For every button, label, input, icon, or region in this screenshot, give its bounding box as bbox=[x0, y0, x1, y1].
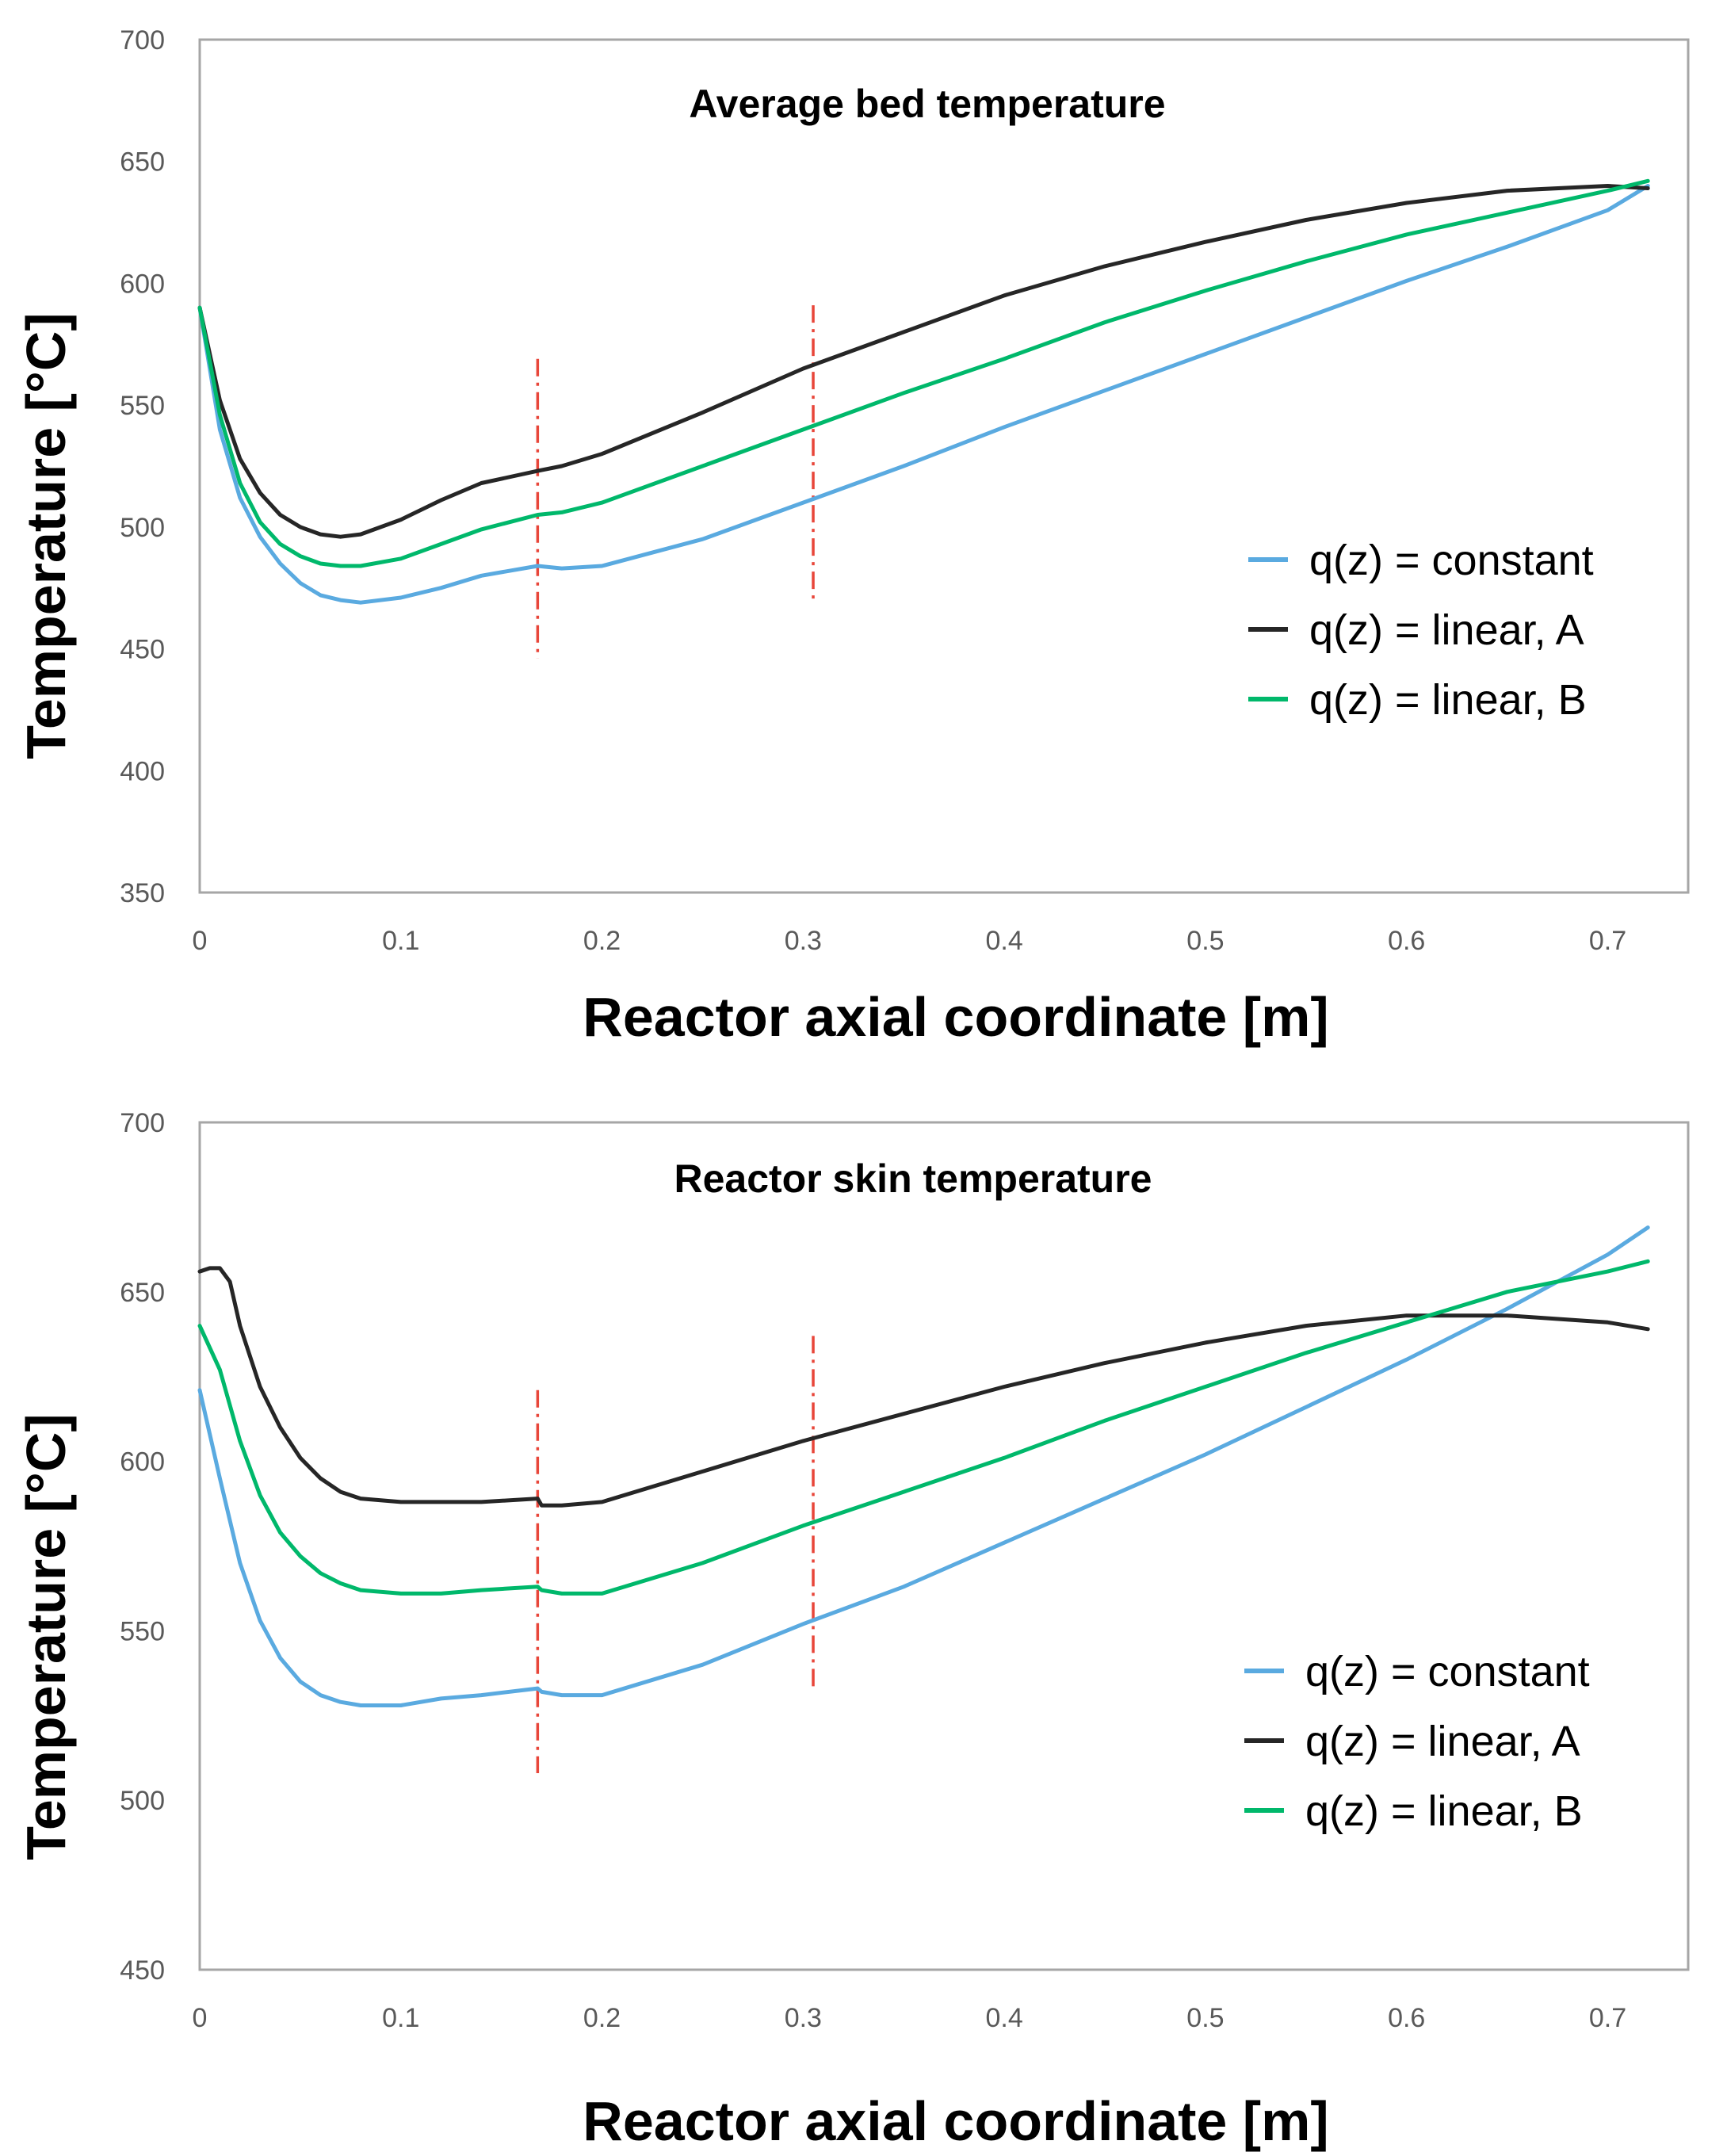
series-line-linear-b bbox=[197, 178, 1650, 568]
y-tick-label: 650 bbox=[120, 147, 165, 178]
x-tick-label: 0.6 bbox=[1388, 926, 1425, 956]
x-tick-label: 0.7 bbox=[1589, 2003, 1626, 2033]
plot-area bbox=[198, 1121, 1690, 1971]
x-tick-label: 0 bbox=[193, 2003, 208, 2033]
y-tick-label: 500 bbox=[120, 513, 165, 543]
legend-label: q(z) = linear, A bbox=[1309, 606, 1584, 654]
y-tick-label: 700 bbox=[120, 1108, 165, 1138]
x-tick-label: 0.4 bbox=[986, 2003, 1023, 2033]
x-axis-label: Reactor axial coordinate [m] bbox=[583, 986, 1328, 1048]
legend-label: q(z) = linear, B bbox=[1305, 1787, 1583, 1835]
plot-area bbox=[198, 38, 1690, 894]
y-tick-label: 400 bbox=[120, 756, 165, 786]
x-tick-label: 0.5 bbox=[1186, 926, 1224, 956]
x-tick-label: 0.6 bbox=[1388, 2003, 1425, 2033]
y-tick-label: 550 bbox=[120, 391, 165, 421]
x-tick-label: 0.3 bbox=[785, 926, 822, 956]
x-tick-label: 0.7 bbox=[1589, 926, 1626, 956]
y-tick-label: 500 bbox=[120, 1786, 165, 1816]
series-line-linear-a bbox=[197, 184, 1650, 539]
y-tick-label: 600 bbox=[120, 269, 165, 299]
y-tick-label: 350 bbox=[120, 878, 165, 908]
y-tick-label: 600 bbox=[120, 1447, 165, 1477]
series-line-linear-b bbox=[197, 1259, 1650, 1596]
chart-title: Average bed temperature bbox=[689, 82, 1165, 126]
y-axis-label: Temperature [°C] bbox=[15, 1413, 77, 1860]
y-tick-label: 550 bbox=[120, 1616, 165, 1646]
y-tick-label: 450 bbox=[120, 1955, 165, 1986]
x-tick-label: 0 bbox=[193, 926, 208, 956]
series-line-linear-a bbox=[197, 1266, 1650, 1508]
y-tick-label: 450 bbox=[120, 635, 165, 665]
series-line-constant bbox=[197, 1225, 1650, 1707]
x-tick-label: 0.4 bbox=[986, 926, 1023, 956]
chart-title: Reactor skin temperature bbox=[674, 1156, 1152, 1201]
series-line-constant bbox=[197, 184, 1650, 605]
y-tick-label: 650 bbox=[120, 1278, 165, 1308]
legend-label: q(z) = linear, B bbox=[1309, 676, 1587, 724]
legend-label: q(z) = constant bbox=[1309, 537, 1594, 584]
x-tick-label: 0.5 bbox=[1186, 2003, 1224, 2033]
x-tick-label: 0.1 bbox=[382, 2003, 419, 2033]
chart-average-bed-temperature: Average bed temperature Reactor axial co… bbox=[15, 25, 1690, 1048]
x-tick-label: 0.2 bbox=[583, 2003, 621, 2033]
x-tick-label: 0.2 bbox=[583, 926, 621, 956]
y-tick-label: 700 bbox=[120, 25, 165, 55]
legend-label: q(z) = constant bbox=[1305, 1648, 1590, 1695]
x-axis-label: Reactor axial coordinate [m] bbox=[583, 2090, 1328, 2152]
legend-label: q(z) = linear, A bbox=[1305, 1718, 1580, 1765]
x-tick-label: 0.1 bbox=[382, 926, 419, 956]
x-tick-label: 0.3 bbox=[785, 2003, 822, 2033]
y-axis-label: Temperature [°C] bbox=[15, 312, 77, 759]
chart-reactor-skin-temperature: Reactor skin temperature Reactor axial c… bbox=[15, 1108, 1690, 2152]
